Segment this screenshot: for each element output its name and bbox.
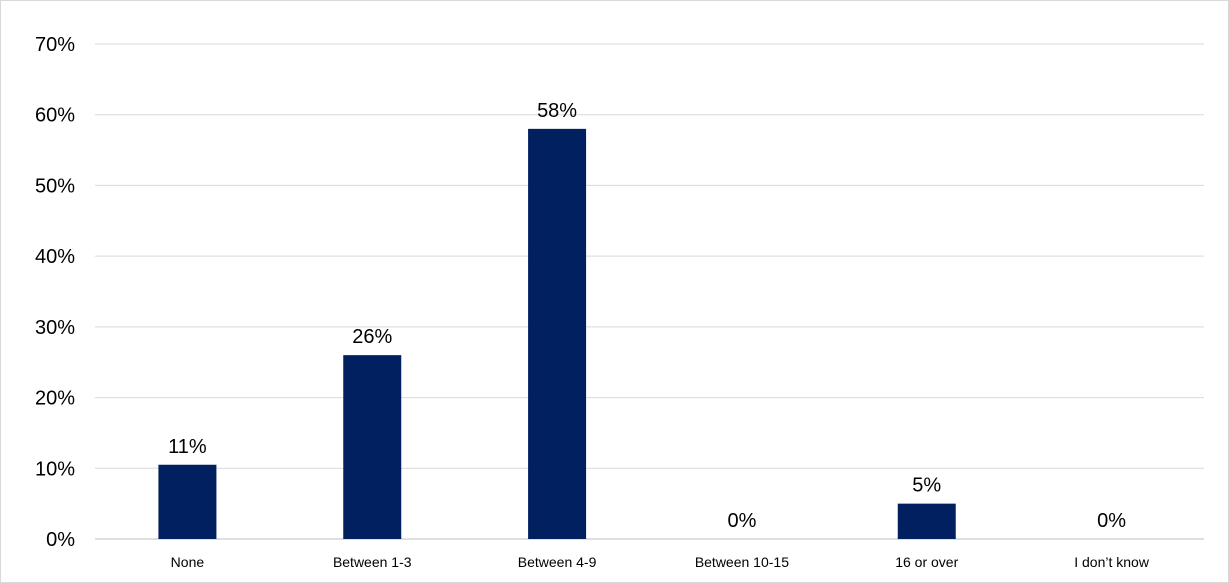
data-label: 5% (912, 475, 941, 497)
y-axis-tick-labels: 0% 10% 20% 30% 40% 50% 60% 70% (35, 34, 75, 551)
bars (158, 128, 956, 539)
x-tick-label: None (171, 554, 205, 570)
data-labels: 11% 26% 58% 0% 5% 0% (168, 100, 1126, 532)
y-tick-label: 50% (35, 175, 75, 197)
y-tick-label: 20% (35, 388, 75, 410)
x-tick-label: Between 1-3 (333, 554, 412, 570)
bar (528, 128, 587, 539)
y-tick-label: 70% (35, 34, 75, 56)
data-label: 0% (1097, 510, 1126, 532)
data-label: 11% (168, 436, 207, 458)
data-label: 58% (537, 100, 577, 122)
x-tick-label: 16 or over (895, 554, 958, 570)
bar (897, 503, 956, 539)
x-tick-label: Between 4-9 (518, 554, 597, 570)
gridlines (95, 43, 1204, 540)
bar (343, 355, 402, 539)
y-tick-label: 60% (35, 105, 75, 127)
data-label: 26% (352, 326, 392, 348)
data-label: 0% (727, 510, 756, 532)
y-tick-label: 30% (35, 317, 75, 339)
y-tick-label: 40% (35, 246, 75, 268)
y-tick-label: 0% (46, 529, 75, 551)
y-tick-label: 10% (35, 458, 75, 480)
x-tick-label: I don’t know (1074, 554, 1150, 570)
x-axis-tick-labels: None Between 1-3 Between 4-9 Between 10-15 1… (171, 554, 1150, 570)
bar (158, 464, 217, 539)
x-tick-label: Between 10-15 (695, 554, 789, 570)
